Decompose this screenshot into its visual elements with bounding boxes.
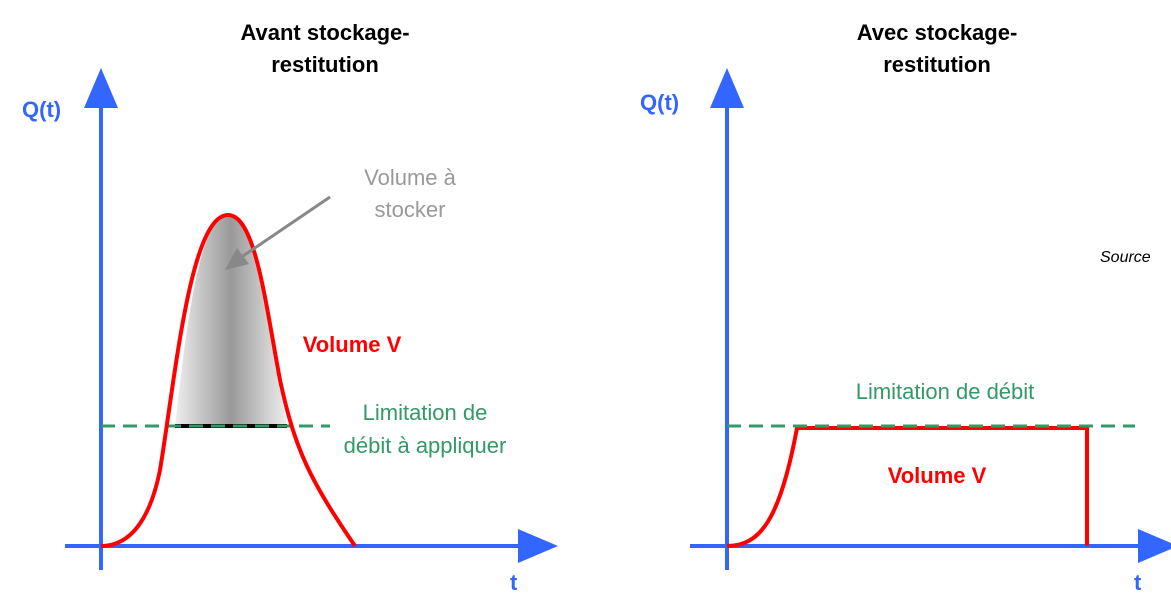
limit-label: Limitation de débit [856, 379, 1035, 404]
flow-curve [726, 426, 1089, 548]
left-panel: Avant stockage- restitution Q(t) t Volum… [22, 20, 558, 595]
right-panel: Avec stockage- restitution Q(t) t Limita… [640, 20, 1171, 595]
limit-label: Limitation de [363, 400, 488, 425]
y-arrow [710, 68, 744, 108]
x-arrow [1138, 529, 1171, 563]
limit-label: débit à appliquer [344, 433, 507, 458]
volume-label: Volume V [303, 332, 402, 357]
title-line: restitution [271, 52, 379, 77]
x-axis-label: t [1134, 570, 1142, 590]
annotation-arrow [239, 195, 331, 260]
y-arrow [84, 68, 118, 108]
title-line: Avant stockage- [240, 20, 409, 45]
annotation-arrowhead [225, 248, 249, 270]
annotation: Volume à [364, 165, 456, 190]
source: Source [1100, 249, 1151, 266]
y-axis-label: Q(t) [640, 90, 679, 115]
x-axis-label: t [510, 570, 518, 590]
flow-curve [100, 212, 357, 548]
x-arrow [518, 529, 558, 563]
annotation: stocker [375, 197, 446, 222]
volume-label: Volume V [888, 463, 987, 488]
title-line: restitution [883, 52, 991, 77]
title-line: Avec stockage- [857, 20, 1018, 45]
y-axis-label: Q(t) [22, 97, 61, 122]
stored-volume [175, 215, 287, 426]
